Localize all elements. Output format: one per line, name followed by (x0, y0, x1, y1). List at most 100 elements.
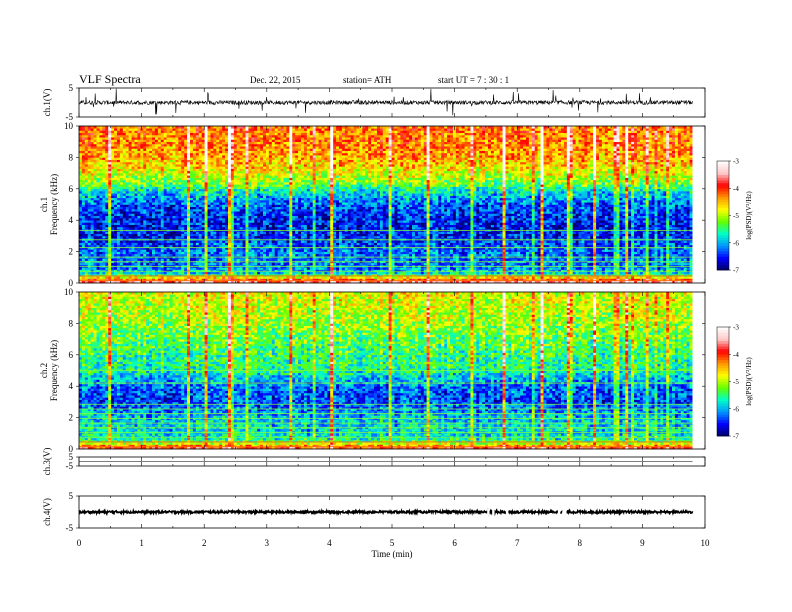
ch1-spectrogram-cell (260, 244, 264, 248)
ch1-spectrogram-cell (190, 126, 194, 129)
ch1-spectrogram-cell (225, 267, 229, 270)
ch1-spectrogram-cell (242, 186, 246, 190)
ch1-spectrogram-cell (254, 206, 258, 210)
ch1-spectrogram-cell (274, 146, 278, 149)
ch1-spectrogram-cell (102, 251, 106, 255)
ch1-spectrogram-cell (280, 170, 284, 174)
ch1-spectrogram-cell (128, 280, 132, 284)
ch1-spectrogram-cell (236, 191, 240, 194)
ch1-spectrogram-cell (93, 128, 97, 131)
ch1-spectrogram-cell (119, 152, 124, 156)
ch1-spectrogram-cell (114, 146, 118, 149)
ch1-spectrogram-cell (207, 251, 211, 255)
ch1-spectrogram-cell (93, 226, 97, 230)
ch1-spectrogram-cell (116, 274, 121, 277)
ch1-spectrogram-cell (268, 213, 273, 217)
ch1-spectrogram-cell (257, 200, 261, 203)
ch1-spectrogram-cell (111, 197, 115, 201)
ch1-spectrogram-cell (216, 146, 220, 149)
ch1-spectrogram-cell (172, 262, 176, 266)
ch1-spectrogram-cell (119, 249, 124, 252)
ch1-spectrogram-cell (210, 141, 214, 145)
ch1-spectrogram-cell (166, 168, 170, 172)
ch1-spectrogram-cell (280, 276, 284, 279)
ch1-spectrogram-cell (111, 226, 115, 230)
ch1-spectrogram-cell (134, 182, 138, 185)
ch1-spectrogram-cell (184, 217, 188, 221)
ch1-spectrogram-cell (204, 191, 208, 194)
ch1-spectrogram-cell (254, 202, 258, 205)
ch1-spectrogram-cell (134, 193, 138, 196)
ch1-spectrogram-cell (111, 258, 115, 261)
ch1-spectrogram-cell (146, 211, 150, 214)
ch1-spectrogram-cell (245, 240, 249, 243)
ch1-spectrogram-cell (125, 146, 129, 149)
ch1-spectrogram-cell (210, 240, 214, 243)
ch1-spectrogram-cell (271, 132, 276, 136)
ch1-spectrogram-cell (277, 269, 281, 273)
ch1-spectrogram-cell (268, 217, 273, 221)
ch1-spectrogram-cell (79, 251, 83, 255)
ch1-spectrogram-cell (125, 274, 129, 277)
ch1-spectrogram-cell (198, 197, 202, 201)
ch1-spectrogram-cell (184, 168, 188, 172)
ch1-spectrogram-cell (268, 173, 273, 176)
ch1-spectrogram-cell (152, 186, 156, 190)
ch1-spectrogram-cell (93, 274, 97, 277)
ch1-spectrogram-cell (225, 182, 229, 185)
ch1-spectrogram-cell (195, 148, 200, 151)
ch1-spectrogram-cell (216, 204, 220, 208)
ch1-spectrogram-cell (254, 152, 258, 156)
ch1-spectrogram-cell (81, 231, 86, 234)
ch1-spectrogram-cell (114, 217, 118, 221)
ch1-spectrogram-cell (125, 208, 129, 212)
ch1-spectrogram-cell (265, 161, 270, 165)
ch1-spectrogram-cell (204, 143, 208, 147)
ch1-spectrogram-cell (149, 238, 153, 241)
ch1-spectrogram-cell (181, 249, 185, 252)
ch1-spectrogram-cell (184, 126, 188, 129)
ch1-spectrogram-cell (114, 166, 118, 169)
ch1-spectrogram-cell (157, 217, 162, 221)
ch1-spectrogram-cell (225, 197, 229, 201)
ch1-spectrogram-cell (99, 182, 103, 185)
ch1-spectrogram-cell (260, 247, 264, 250)
ch1-spectrogram-cell (248, 233, 252, 237)
ch1-spectrogram-cell (230, 215, 235, 219)
ch1-spectrogram-cell (96, 152, 100, 156)
ch1-spectrogram-cell (233, 191, 238, 194)
ch1-spectrogram-cell (90, 128, 94, 131)
ch1-spectrogram-cell (105, 186, 109, 190)
ch1-spectrogram-cell (184, 132, 188, 136)
ch1-spectrogram-cell (230, 224, 235, 228)
ch1-spectrogram-cell (280, 204, 284, 208)
ch1-spectrogram-cell (166, 267, 170, 270)
ch1-spectrogram-cell (195, 251, 200, 255)
ch1-spectrogram-cell (178, 208, 182, 212)
ch1-spectrogram-cell (181, 231, 185, 234)
ch1-spectrogram-cell (99, 200, 103, 203)
ch1-spectrogram-cell (125, 137, 129, 140)
ch1-spectrogram-cell (239, 267, 243, 270)
ch1-spectrogram-cell (242, 188, 246, 192)
ch1-spectrogram-cell (236, 146, 240, 149)
ch1-spectrogram-cell (181, 141, 185, 145)
ch1-spectrogram-cell (99, 204, 103, 208)
ch1-spectrogram-cell (146, 184, 150, 187)
ch1-spectrogram-cell (195, 244, 200, 248)
ch1-spectrogram-cell (257, 164, 261, 167)
ch1-spectrogram-cell (178, 253, 182, 257)
ch1-spectrogram-cell (102, 164, 106, 167)
ch1-spectrogram-cell (207, 141, 211, 145)
ch1-spectrogram-cell (201, 226, 205, 230)
ch1-spectrogram-cell (111, 240, 115, 243)
ch1-spectrogram-cell (236, 280, 240, 284)
ch1-spectrogram-cell (87, 179, 91, 183)
ch1-spectrogram-cell (160, 240, 165, 243)
ch1-spectrogram-cell (169, 244, 173, 248)
ch1-spectrogram-cell (166, 184, 170, 187)
ch1-spectrogram-cell (166, 238, 170, 241)
ch1-spectrogram-cell (105, 166, 109, 169)
ch1-spectrogram-cell (268, 267, 273, 270)
ch1-spectrogram-cell (260, 215, 264, 219)
